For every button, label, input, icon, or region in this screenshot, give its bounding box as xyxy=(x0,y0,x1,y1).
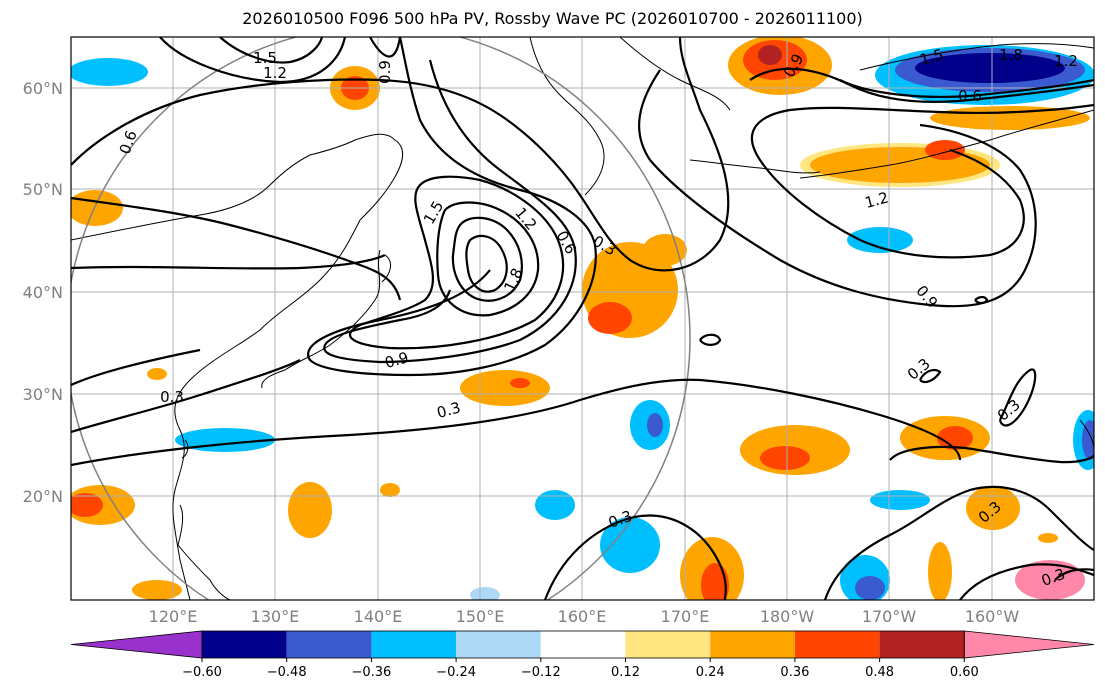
lon-tick-label: 180°W xyxy=(760,607,815,626)
lat-tick-label: 30°N xyxy=(23,385,63,404)
anomaly-positive xyxy=(588,302,632,334)
colorbar-tick-label: 0.60 xyxy=(950,665,979,680)
colorbar-segment xyxy=(202,631,287,658)
colorbar-segment xyxy=(879,631,965,658)
contour-label: 0.3 xyxy=(160,388,184,406)
anomaly-negative xyxy=(915,53,1065,83)
contour-label: 0.3 xyxy=(435,398,463,422)
lon-tick-label: 130°E xyxy=(251,607,300,626)
anomaly-positive xyxy=(288,482,332,538)
colorbar-labels: −0.60 −0.48 −0.36 −0.24 −0.12 0.12 0.24 0.36 0.4… xyxy=(182,658,979,680)
colorbar-tick-label: −0.60 xyxy=(182,665,222,680)
anomaly-positive xyxy=(925,140,965,160)
lat-tick-label: 20°N xyxy=(23,487,63,506)
contour-labels: 1.5 1.2 0.9 0.6 1.8 1.5 0.6 1.2 1.5 1.2 … xyxy=(116,45,1078,589)
colorbar-segment xyxy=(710,631,795,658)
anomaly-positive xyxy=(928,542,952,600)
anomaly-fills xyxy=(71,37,1094,600)
pv-contours xyxy=(71,37,1094,600)
lon-tick-label: 170°W xyxy=(862,607,917,626)
lat-tick-label: 50°N xyxy=(23,180,63,199)
contour-label: 1.8 xyxy=(999,46,1023,64)
anomaly-positive xyxy=(510,378,530,388)
anomaly-positive xyxy=(758,45,782,65)
anomaly-negative xyxy=(855,576,885,600)
colorbar-tick-label: −0.24 xyxy=(436,665,476,680)
lon-tick-label: 160°E xyxy=(558,607,607,626)
colorbar-tick-label: −0.48 xyxy=(267,665,307,680)
contour-label: 0.9 xyxy=(376,60,394,84)
contour-label: 1.2 xyxy=(863,188,891,212)
anomaly-negative xyxy=(470,587,500,600)
colorbar-tick-label: 0.48 xyxy=(865,665,894,680)
anomaly-positive xyxy=(760,446,810,470)
colorbar-segments xyxy=(70,630,1095,659)
radius-circle xyxy=(71,37,691,600)
contour-label: 1.2 xyxy=(1054,52,1078,70)
lon-tick-label: 140°E xyxy=(354,607,403,626)
colorbar: −0.60 −0.48 −0.36 −0.24 −0.12 0.12 0.24 0.36 0.4… xyxy=(70,630,1095,680)
contour-label: 1.5 xyxy=(918,45,946,69)
lon-axis: 120°E 130°E 140°E 150°E 160°E 170°E 180°… xyxy=(149,607,1020,626)
anomaly-positive xyxy=(147,368,167,380)
colorbar-tick-label: −0.36 xyxy=(351,665,391,680)
anomaly-negative xyxy=(870,490,930,510)
lat-tick-label: 60°N xyxy=(23,79,63,98)
contour-label: 1.5 xyxy=(253,49,277,67)
anomaly-positive xyxy=(1015,560,1085,600)
anomaly-negative xyxy=(847,227,913,253)
anomaly-positive xyxy=(71,493,103,517)
lon-tick-label: 170°E xyxy=(661,607,710,626)
colorbar-extend-low xyxy=(70,630,203,659)
contour-label: 1.2 xyxy=(263,64,287,82)
anomaly-negative xyxy=(71,58,148,86)
colorbar-segment xyxy=(540,631,626,658)
lat-axis: 60°N 50°N 40°N 30°N 20°N xyxy=(23,79,63,506)
anomaly-positive xyxy=(966,486,1020,530)
colorbar-segment xyxy=(371,631,457,658)
colorbar-segment xyxy=(456,631,541,658)
lon-tick-label: 160°W xyxy=(965,607,1020,626)
anomaly-positive xyxy=(380,483,400,497)
anomaly-negative xyxy=(535,490,575,520)
map-frame xyxy=(70,36,1095,601)
chart-title: 2026010500 F096 500 hPa PV, Rossby Wave … xyxy=(242,9,863,28)
colorbar-tick-label: 0.36 xyxy=(780,665,809,680)
anomaly-positive xyxy=(937,426,973,450)
colorbar-tick-label: −0.12 xyxy=(521,665,561,680)
colorbar-extend-high xyxy=(963,630,1095,659)
coastlines xyxy=(71,37,1094,600)
colorbar-segment xyxy=(286,631,372,658)
contour-label: 0.6 xyxy=(958,87,982,105)
lon-tick-label: 150°E xyxy=(456,607,505,626)
colorbar-tick-label: 0.12 xyxy=(611,665,640,680)
colorbar-outline xyxy=(201,630,965,659)
colorbar-segment xyxy=(625,631,711,658)
colorbar-segment xyxy=(794,631,880,658)
lat-tick-label: 40°N xyxy=(23,283,63,302)
anomaly-positive xyxy=(132,580,182,600)
anomaly-negative xyxy=(1082,420,1094,460)
lon-tick-label: 120°E xyxy=(149,607,198,626)
colorbar-tick-label: 0.24 xyxy=(696,665,725,680)
anomaly-positive xyxy=(1038,533,1058,543)
anomaly-negative xyxy=(647,413,663,437)
anomaly-positive xyxy=(643,234,687,266)
contour-label: 0.9 xyxy=(383,348,411,372)
anomaly-negative xyxy=(600,517,660,573)
anomaly-positive xyxy=(460,370,550,406)
